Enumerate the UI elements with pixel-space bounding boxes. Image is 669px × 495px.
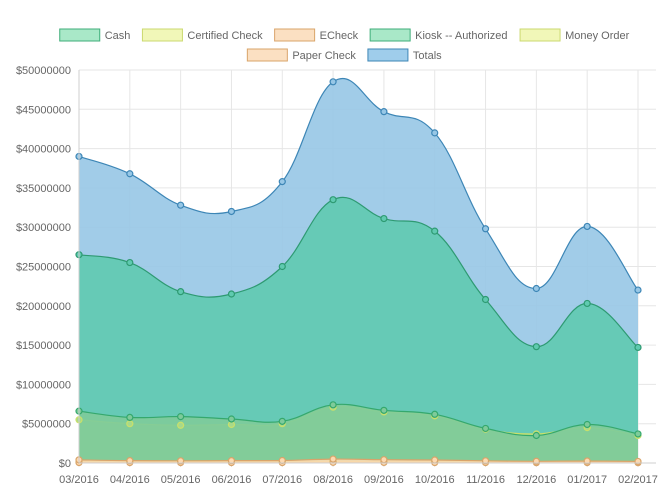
point-kiosk-authorized[interactable]	[329, 196, 337, 204]
legend-swatch-echeck[interactable]	[274, 28, 316, 42]
point-kiosk-authorized[interactable]	[126, 258, 134, 267]
chart-legend: Cash Certified Check ECheck Kiosk -- Author…	[59, 28, 630, 62]
y-tick-label: $35000000	[16, 183, 71, 195]
y-tick-label: $10000000	[16, 379, 71, 391]
point-kiosk-authorized[interactable]	[481, 295, 490, 304]
y-tick-label: $40000000	[16, 144, 71, 156]
point-totals[interactable]	[227, 207, 236, 216]
point-cash[interactable]	[227, 415, 236, 423]
x-tick-label: 05/2016	[161, 474, 201, 486]
point-kiosk-authorized[interactable]	[583, 299, 591, 308]
point-totals[interactable]	[481, 225, 490, 233]
point-cash[interactable]	[278, 417, 286, 425]
x-tick-label: 03/2016	[59, 474, 99, 486]
legend-label-paper-check[interactable]: Paper Check	[292, 50, 356, 62]
point-cash[interactable]	[532, 431, 540, 440]
point-paper-check[interactable]	[177, 457, 185, 465]
line-paper-check	[78, 458, 639, 462]
point-paper-check[interactable]	[126, 457, 134, 465]
point-kiosk-authorized[interactable]	[634, 343, 642, 352]
point-cash[interactable]	[481, 424, 490, 433]
legend-label-certified-check[interactable]: Certified Check	[187, 30, 263, 42]
x-tick-label: 02/2017	[618, 474, 658, 486]
point-totals[interactable]	[177, 201, 185, 209]
chart-areas	[78, 77, 639, 464]
point-totals[interactable]	[583, 222, 591, 231]
point-cash[interactable]	[431, 410, 439, 418]
point-cash[interactable]	[634, 430, 642, 438]
y-axis: $0 $5000000 $10000000 $15000000 $20000000 $25…	[16, 65, 80, 470]
y-tick-label: $25000000	[16, 262, 71, 274]
x-tick-label: 09/2016	[364, 474, 404, 486]
legend-label-echeck[interactable]: ECheck	[320, 30, 359, 42]
legend-label-kiosk-authorized[interactable]: Kiosk -- Authorized	[415, 30, 507, 42]
point-kiosk-authorized[interactable]	[227, 290, 236, 298]
x-tick-label: 04/2016	[110, 474, 150, 486]
x-tick-label: 10/2016	[415, 474, 455, 486]
x-tick-label: 08/2016	[313, 474, 353, 486]
y-tick-label: $50000000	[16, 65, 71, 77]
point-cash[interactable]	[177, 413, 185, 421]
point-paper-check[interactable]	[431, 456, 439, 464]
point-paper-check[interactable]	[481, 457, 490, 465]
point-paper-check[interactable]	[634, 457, 642, 466]
area-cash	[79, 404, 638, 463]
x-tick-label: 07/2016	[262, 474, 302, 486]
legend-label-totals[interactable]: Totals	[413, 50, 442, 62]
point-money-order[interactable]	[126, 420, 134, 428]
point-totals[interactable]	[380, 108, 388, 116]
legend-swatch-certified-check[interactable]	[141, 28, 183, 42]
point-kiosk-authorized[interactable]	[532, 343, 540, 351]
y-tick-label: $30000000	[16, 222, 71, 234]
line-cash	[78, 403, 639, 437]
x-tick-label: 12/2016	[516, 474, 556, 486]
point-totals[interactable]	[431, 129, 439, 137]
legend-swatch-cash[interactable]	[59, 28, 101, 42]
y-tick-label: $5000000	[22, 419, 71, 431]
area-kiosk-authorized	[79, 197, 638, 463]
point-totals[interactable]	[278, 178, 286, 186]
point-cash[interactable]	[380, 406, 388, 414]
point-paper-check[interactable]	[380, 456, 388, 464]
point-totals[interactable]	[329, 78, 337, 86]
point-cash[interactable]	[126, 413, 134, 422]
y-tick-label: $15000000	[16, 340, 71, 352]
area-paper-check	[79, 459, 638, 463]
legend-swatch-paper-check[interactable]	[246, 48, 288, 62]
point-totals[interactable]	[634, 286, 642, 294]
y-tick-label: $0	[59, 458, 71, 470]
point-totals[interactable]	[126, 170, 134, 178]
y-tick-label: $20000000	[16, 301, 71, 313]
legend-label-money-order[interactable]: Money Order	[565, 30, 630, 42]
point-kiosk-authorized[interactable]	[431, 227, 439, 235]
point-paper-check[interactable]	[329, 455, 337, 463]
point-cash[interactable]	[329, 401, 337, 409]
point-kiosk-authorized[interactable]	[177, 288, 185, 296]
point-kiosk-authorized[interactable]	[278, 262, 286, 271]
x-tick-label: 01/2017	[567, 474, 607, 486]
x-tick-label: 11/2016	[466, 474, 505, 486]
point-cash[interactable]	[583, 420, 591, 429]
x-axis: 03/2016 04/2016 05/2016 06/2016 07/2016 08/20…	[59, 462, 658, 486]
legend-swatch-totals[interactable]	[367, 48, 409, 62]
legend-swatch-money-order[interactable]	[519, 28, 561, 42]
y-tick-label: $45000000	[16, 104, 71, 116]
legend-label-cash[interactable]: Cash	[105, 30, 131, 42]
point-totals[interactable]	[532, 284, 540, 293]
point-kiosk-authorized[interactable]	[380, 214, 388, 223]
point-money-order[interactable]	[177, 421, 185, 429]
point-paper-check[interactable]	[227, 457, 236, 465]
legend-swatch-kiosk-authorized[interactable]	[369, 28, 411, 42]
x-tick-label: 06/2016	[212, 474, 252, 486]
